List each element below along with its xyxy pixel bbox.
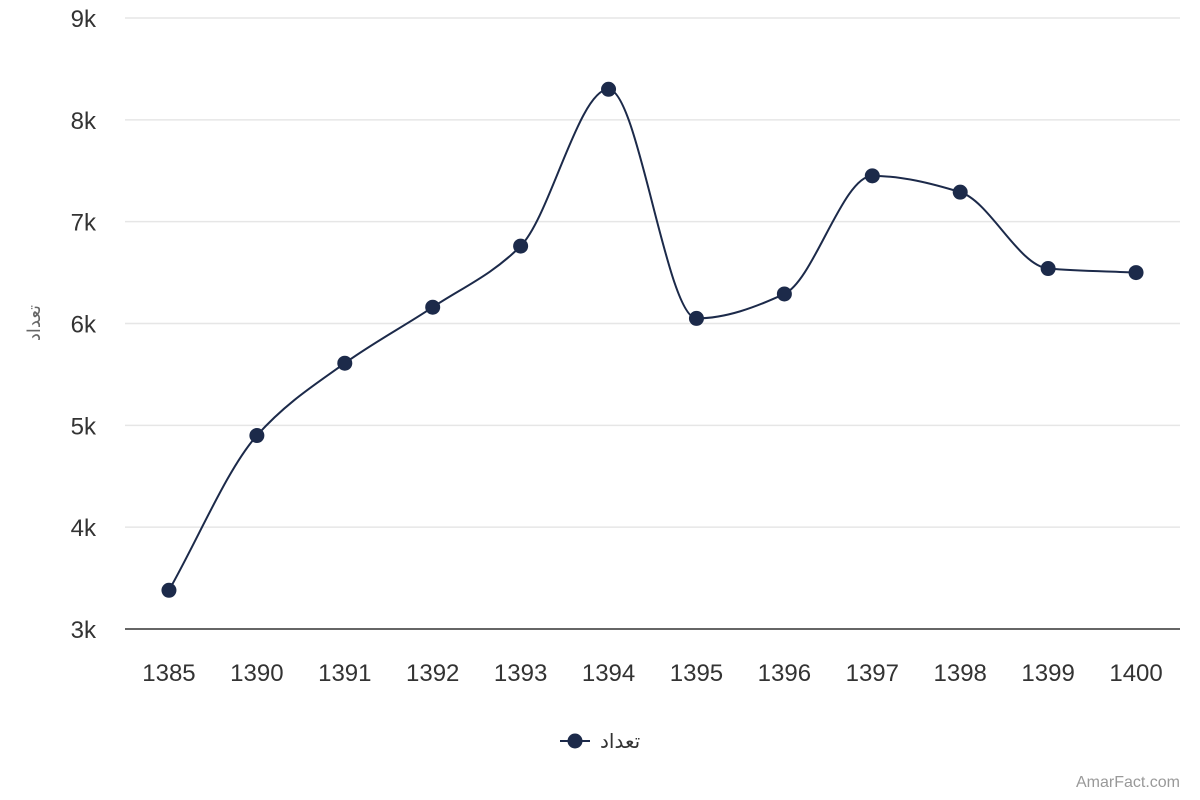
y-tick-label: 4k bbox=[71, 515, 97, 542]
credit-link[interactable]: AmarFact.com bbox=[1075, 774, 1180, 791]
x-tick-label: 1398 bbox=[934, 660, 987, 687]
x-tick-label: 1390 bbox=[230, 660, 283, 687]
data-point[interactable] bbox=[1040, 261, 1056, 277]
x-tick-label: 1385 bbox=[142, 660, 195, 687]
gridlines bbox=[125, 17, 1180, 528]
data-point[interactable] bbox=[337, 355, 353, 371]
y-tick-label: 7k bbox=[71, 210, 97, 237]
data-point[interactable] bbox=[952, 184, 968, 200]
data-point[interactable] bbox=[425, 299, 441, 315]
series-line bbox=[168, 88, 1137, 591]
y-tick-label: 5k bbox=[71, 413, 97, 440]
data-point[interactable] bbox=[1128, 265, 1144, 281]
data-point[interactable] bbox=[688, 310, 704, 326]
data-point[interactable] bbox=[601, 81, 617, 97]
y-axis-title: تعداد bbox=[24, 305, 45, 341]
data-point[interactable] bbox=[776, 286, 792, 302]
y-tick-label: 3k bbox=[71, 617, 97, 644]
x-tick-label: 1396 bbox=[758, 660, 811, 687]
data-point[interactable] bbox=[249, 428, 265, 444]
x-axis: 1385 1390 1391 1392 1393 1394 1395 1396 1397 1398… bbox=[142, 660, 1162, 687]
y-tick-label: 8k bbox=[71, 108, 97, 135]
x-tick-label: 1394 bbox=[582, 660, 635, 687]
data-point[interactable] bbox=[161, 582, 177, 598]
y-tick-label: 9k bbox=[71, 6, 97, 33]
x-tick-label: 1399 bbox=[1021, 660, 1074, 687]
x-tick-label: 1400 bbox=[1109, 660, 1162, 687]
legend-marker bbox=[567, 733, 583, 749]
x-tick-label: 1392 bbox=[406, 660, 459, 687]
y-axis: 3k 4k 5k 6k 7k 8k 9k bbox=[71, 6, 97, 644]
data-point[interactable] bbox=[864, 168, 880, 184]
y-tick-label: 6k bbox=[71, 312, 97, 339]
series-points bbox=[161, 81, 1144, 598]
legend-label: تعداد bbox=[600, 729, 640, 753]
x-tick-label: 1395 bbox=[670, 660, 723, 687]
x-tick-label: 1393 bbox=[494, 660, 547, 687]
x-tick-label: 1391 bbox=[318, 660, 371, 687]
legend[interactable]: تعداد bbox=[560, 729, 640, 753]
x-tick-label: 1397 bbox=[846, 660, 899, 687]
data-point[interactable] bbox=[513, 238, 529, 254]
